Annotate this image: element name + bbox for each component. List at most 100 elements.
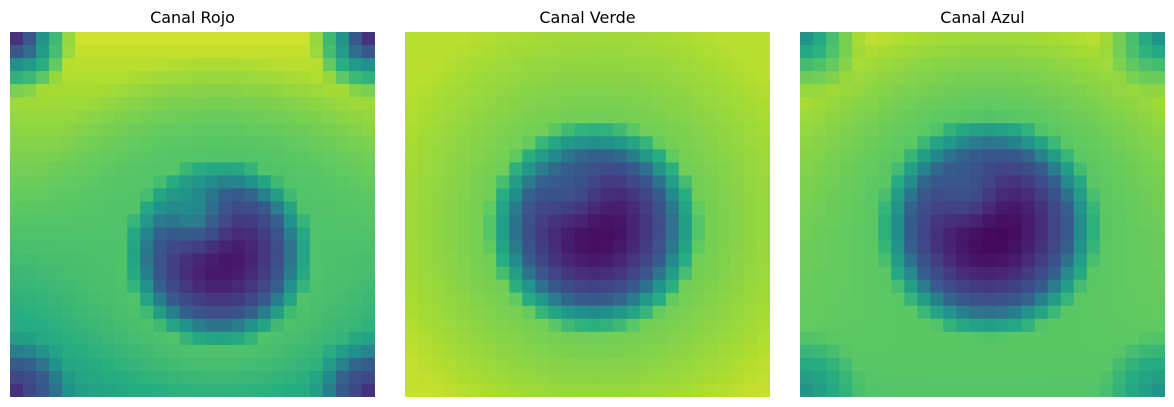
heatmap-cell [891,318,905,333]
heatmap-cell [509,58,523,72]
heatmap-cell [1138,71,1153,85]
heatmap-cell [418,279,432,294]
heatmap-cell [800,123,814,137]
heatmap-cell [665,123,680,137]
heatmap-cell [639,266,654,281]
heatmap-cell [10,279,24,294]
heatmap-cell [114,227,128,242]
heatmap-cell [852,305,866,320]
heatmap-cell [917,45,931,59]
heatmap-cell [322,188,337,203]
heatmap-cell [665,58,680,72]
heatmap-cell [218,188,233,203]
heatmap-cell [335,331,350,346]
heatmap-cell [270,253,285,268]
heatmap-cell [114,45,128,59]
heatmap-cell [166,266,181,281]
heatmap-cell [704,279,719,294]
heatmap-cell [218,227,233,242]
heatmap-cell [1099,357,1114,372]
heatmap-cell [522,383,536,397]
heatmap-cell [470,162,484,176]
heatmap-cell [561,201,576,216]
heatmap-cell [218,370,233,385]
heatmap-cell [179,214,194,229]
heatmap-cell [1008,253,1023,268]
heatmap-cell [218,201,233,216]
heatmap-cell [969,318,984,333]
heatmap-cell [509,227,523,242]
heatmap-cell [678,266,693,281]
heatmap-cell [257,110,272,124]
heatmap-cell [995,318,1010,333]
heatmap-cell [418,58,432,72]
heatmap-cell [431,97,445,111]
heatmap-cell [10,292,24,307]
heatmap-cell [309,253,324,268]
heatmap-cell [283,71,298,85]
heatmap-cell [852,45,866,59]
heatmap-cell [10,136,24,150]
heatmap-cell [956,383,971,397]
heatmap-cell [813,383,827,397]
heatmap-cell [205,136,220,150]
heatmap-cell [166,331,181,346]
heatmap-cell [813,292,827,307]
heatmap-cell [1138,318,1153,333]
heatmap-cell [704,123,719,137]
heatmap-cell [1060,318,1075,333]
heatmap-cell [943,253,958,268]
heatmap-cell [652,370,667,385]
heatmap-cell [335,188,350,203]
heatmap-cell [361,331,375,346]
heatmap-cell [166,318,181,333]
heatmap-cell [140,253,154,268]
heatmap-cell [600,292,615,307]
heatmap-cell [548,84,563,98]
heatmap-cell [101,292,115,307]
heatmap-cell [1060,97,1075,111]
heatmap-cell [626,45,641,59]
heatmap-cell [665,188,680,203]
heatmap-cell [704,344,719,359]
heatmap-cell [10,318,24,333]
heatmap-cell [1086,305,1101,320]
heatmap-cell [36,188,50,203]
heatmap-cell [509,110,523,124]
heatmap-cell [166,123,181,137]
heatmap-cell [839,279,853,294]
heatmap-cell [88,214,102,229]
heatmap-cell [1151,240,1165,255]
heatmap-cell [878,240,892,255]
heatmap-cell [153,214,168,229]
heatmap-cell [626,188,641,203]
heatmap-cell [23,136,37,150]
heatmap-cell [127,227,141,242]
heatmap-cell [36,149,50,163]
heatmap-cell [231,240,246,255]
heatmap-cell [704,201,719,216]
heatmap-cell [348,253,363,268]
heatmap-cell [1034,123,1049,137]
heatmap-cell [283,305,298,320]
heatmap-cell [1099,253,1114,268]
heatmap-cell [75,292,89,307]
heatmap-cell [244,45,259,59]
heatmap-cell [626,58,641,72]
heatmap-cell [101,305,115,320]
heatmap-cell [691,149,706,163]
heatmap-cell [652,123,667,137]
heatmap-cell [865,32,879,46]
heatmap-cell [36,292,50,307]
heatmap-cell [548,136,563,150]
heatmap-cell [36,318,50,333]
heatmap-cell [1047,253,1062,268]
heatmap-cell [62,331,76,346]
heatmap-cell [1034,58,1049,72]
heatmap-cell [36,279,50,294]
heatmap-cell [704,110,719,124]
heatmap-cell [943,71,958,85]
heatmap-cell [891,71,905,85]
heatmap-cell [678,292,693,307]
heatmap-cell [192,201,207,216]
